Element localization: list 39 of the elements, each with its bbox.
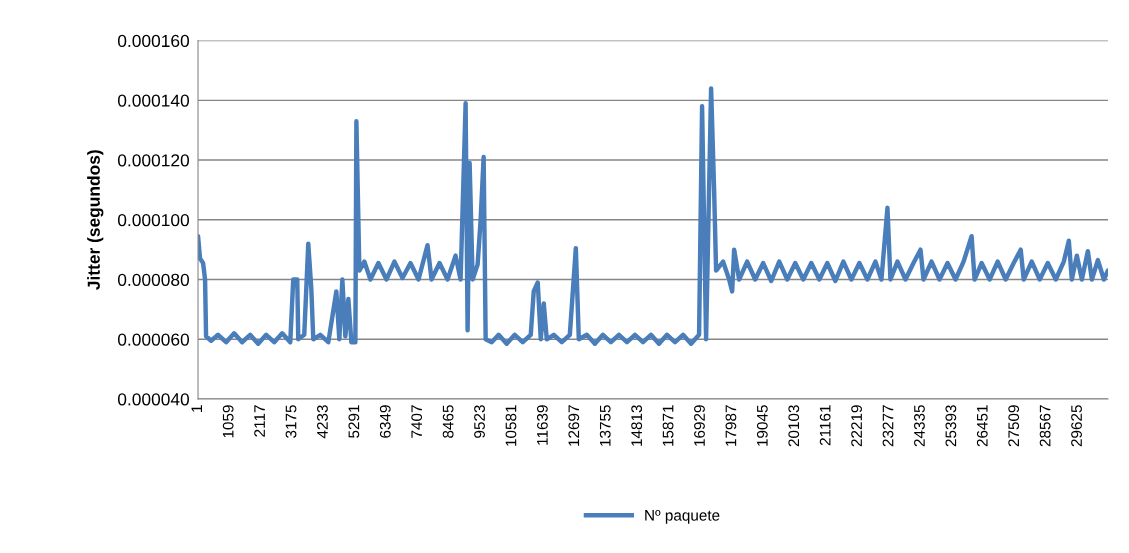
y-tick-label: 0.000080 — [117, 273, 190, 286]
x-tick-label: 8465 — [442, 405, 454, 438]
x-tick-label: 22219 — [851, 405, 863, 447]
x-tick-label: 6349 — [379, 405, 391, 438]
x-tick-label: 7407 — [411, 405, 423, 438]
x-tick-label: 1059 — [222, 405, 234, 438]
x-tick-label: 15871 — [662, 405, 674, 446]
x-tick-label: 27509 — [1008, 405, 1020, 447]
y-tick-label: 0.000140 — [117, 94, 190, 107]
line-series — [198, 86, 1108, 346]
x-tick-label: 11639 — [536, 405, 548, 445]
x-tick-label: 16929 — [694, 405, 705, 446]
y-tick-label: 0.000100 — [117, 213, 190, 227]
x-tick-label: 10581 — [505, 405, 517, 446]
x-tick-label: 19045 — [756, 405, 768, 446]
y-tick-label: 0.000120 — [117, 154, 190, 167]
x-tick-label: 26451 — [976, 405, 988, 447]
x-tick-label: 23277 — [882, 405, 894, 447]
x-tick-label: 21161 — [819, 405, 831, 446]
y-axis-title: Jitter (segundos) — [87, 150, 104, 290]
y-tick-label: 0.000040 — [117, 393, 190, 406]
x-tick-label: 2117 — [254, 405, 265, 437]
x-tick-label: 28567 — [1039, 405, 1051, 447]
x-tick-label: 13755 — [599, 405, 611, 446]
y-tick-label: 0.000160 — [117, 34, 190, 48]
x-tick-label: 17987 — [725, 405, 737, 446]
x-tick-label: 9523 — [474, 405, 485, 438]
x-tick-label: 4233 — [317, 405, 328, 439]
x-tick-label: 24335 — [914, 405, 925, 447]
x-tick-label: 14813 — [631, 405, 643, 446]
x-tick-label: 12697 — [568, 405, 580, 446]
x-tick-label: 3175 — [285, 405, 297, 438]
x-tick-label: 25393 — [945, 405, 957, 447]
x-tick-label: 29625 — [1071, 405, 1082, 447]
x-tick-label: 5291 — [348, 405, 360, 438]
x-tick-label: 1 — [191, 405, 203, 412]
x-tick-label: 20103 — [788, 405, 800, 447]
y-tick-label: 0.000060 — [117, 333, 190, 346]
legend-label: Nº paquete — [645, 509, 720, 524]
